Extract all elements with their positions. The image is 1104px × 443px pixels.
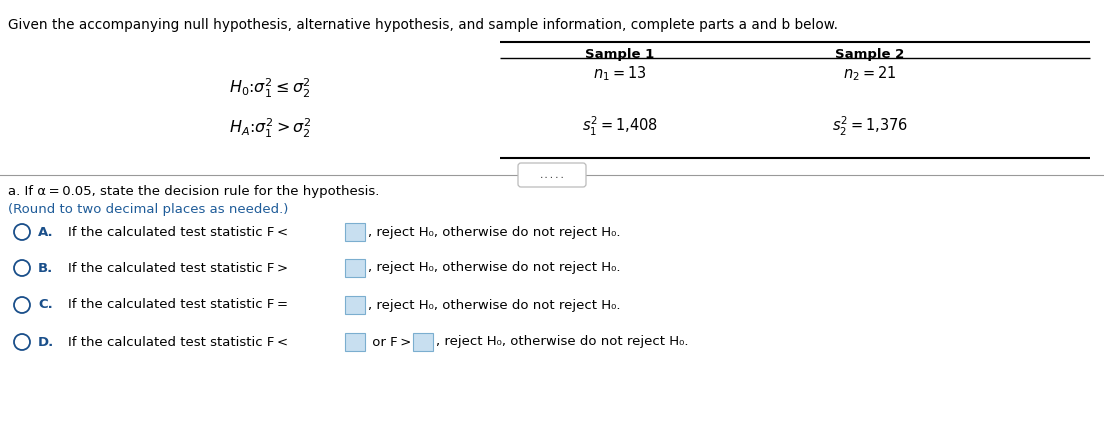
FancyBboxPatch shape <box>413 333 433 351</box>
Text: $H_A\colon \sigma_1^2 > \sigma_2^2$: $H_A\colon \sigma_1^2 > \sigma_2^2$ <box>229 117 311 140</box>
Text: (Round to two decimal places as needed.): (Round to two decimal places as needed.) <box>8 203 288 216</box>
Text: $n_2 = 21$: $n_2 = 21$ <box>843 65 896 83</box>
Text: If the calculated test statistic F <: If the calculated test statistic F < <box>68 225 290 238</box>
Text: Given the accompanying null hypothesis, alternative hypothesis, and sample infor: Given the accompanying null hypothesis, … <box>8 18 838 32</box>
Text: .....: ..... <box>539 171 565 179</box>
Text: , reject H₀, otherwise do not reject H₀.: , reject H₀, otherwise do not reject H₀. <box>368 225 620 238</box>
FancyBboxPatch shape <box>344 333 365 351</box>
Text: $n_1 = 13$: $n_1 = 13$ <box>593 65 647 83</box>
Text: or F >: or F > <box>368 335 414 349</box>
Text: D.: D. <box>38 335 54 349</box>
Text: $s_1^2 = 1{,}408$: $s_1^2 = 1{,}408$ <box>582 114 658 138</box>
Text: Sample 1: Sample 1 <box>585 48 655 61</box>
Text: A.: A. <box>38 225 54 238</box>
FancyBboxPatch shape <box>518 163 586 187</box>
Text: a. If α = 0.05, state the decision rule for the hypothesis.: a. If α = 0.05, state the decision rule … <box>8 185 380 198</box>
Text: $s_2^2 = 1{,}376$: $s_2^2 = 1{,}376$ <box>832 114 909 138</box>
Text: Sample 2: Sample 2 <box>836 48 904 61</box>
Text: If the calculated test statistic F >: If the calculated test statistic F > <box>68 261 290 275</box>
Text: , reject H₀, otherwise do not reject H₀.: , reject H₀, otherwise do not reject H₀. <box>368 299 620 311</box>
Text: B.: B. <box>38 261 53 275</box>
Text: , reject H₀, otherwise do not reject H₀.: , reject H₀, otherwise do not reject H₀. <box>368 261 620 275</box>
FancyBboxPatch shape <box>344 259 365 277</box>
Text: $H_0\colon \sigma_1^2 \leq \sigma_2^2$: $H_0\colon \sigma_1^2 \leq \sigma_2^2$ <box>229 76 311 100</box>
Text: If the calculated test statistic F =: If the calculated test statistic F = <box>68 299 290 311</box>
Text: , reject H₀, otherwise do not reject H₀.: , reject H₀, otherwise do not reject H₀. <box>436 335 689 349</box>
FancyBboxPatch shape <box>344 296 365 314</box>
Text: If the calculated test statistic F <: If the calculated test statistic F < <box>68 335 290 349</box>
Text: C.: C. <box>38 299 53 311</box>
FancyBboxPatch shape <box>344 223 365 241</box>
